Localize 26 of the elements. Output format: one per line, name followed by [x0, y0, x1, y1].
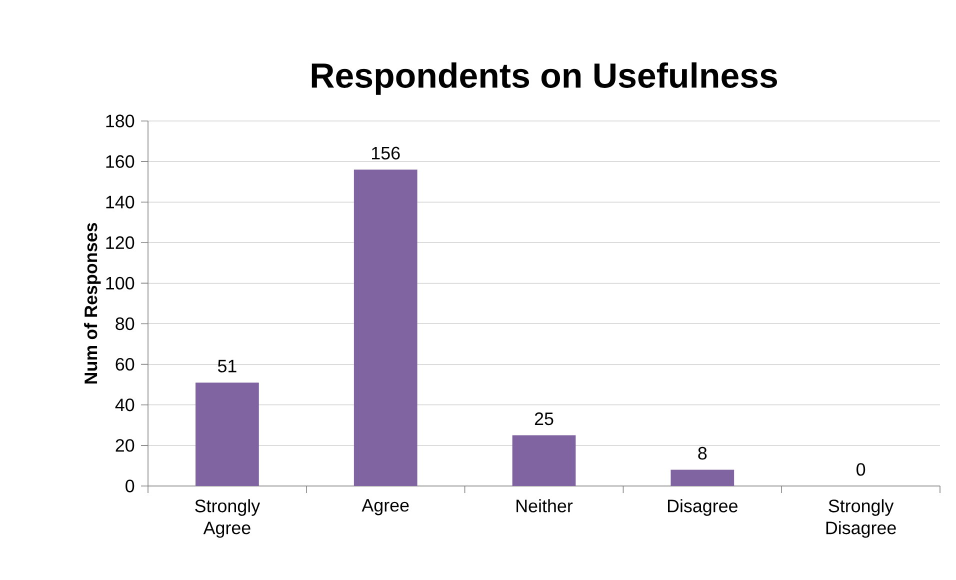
x-tick-label: Neither	[516, 499, 573, 512]
data-label: 51	[218, 360, 236, 372]
bar	[354, 170, 418, 486]
chart-title: Respondents on Usefulness	[312, 62, 777, 95]
x-tick-label: Strongly Agree	[195, 499, 260, 538]
x-tick-label: Strongly Disagree	[826, 499, 896, 538]
y-tick-label: 20	[116, 439, 134, 452]
data-label: 0	[856, 463, 866, 476]
y-tick-label: 140	[106, 196, 134, 208]
bar	[512, 435, 576, 486]
bar	[196, 382, 259, 486]
y-tick-label: 120	[106, 236, 134, 249]
y-tick-label: 180	[106, 114, 134, 128]
x-tick-label: Disagree	[668, 499, 738, 516]
y-tick-label: 60	[116, 358, 134, 371]
data-label: 156	[372, 146, 400, 160]
y-tick-label: 100	[106, 276, 134, 290]
y-tick-label: 80	[116, 317, 134, 330]
bar	[670, 470, 734, 486]
y-tick-label: 40	[115, 398, 134, 412]
y-axis-title: Num of Responses	[84, 223, 101, 384]
data-label: 25	[534, 412, 554, 426]
y-tick-label: 160	[106, 155, 134, 168]
y-tick-label: 0	[126, 480, 134, 492]
x-tick-label: Agree	[362, 499, 409, 516]
data-label: 8	[698, 446, 707, 460]
